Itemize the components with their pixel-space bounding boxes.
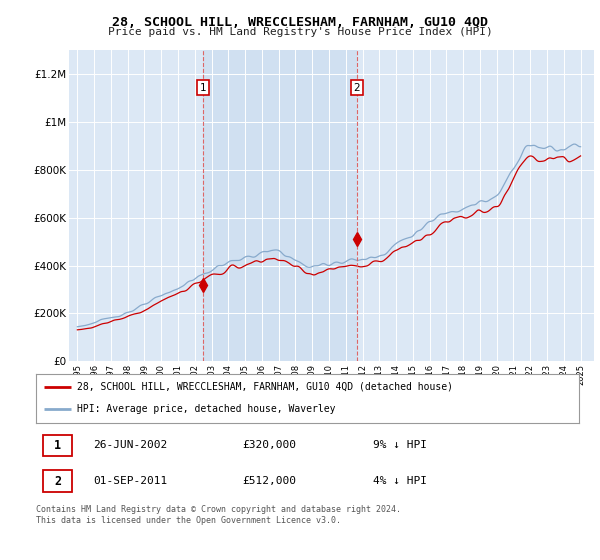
Text: £512,000: £512,000: [242, 476, 296, 486]
Text: 2: 2: [353, 83, 361, 93]
FancyBboxPatch shape: [43, 435, 73, 456]
Text: 1: 1: [54, 439, 61, 452]
Text: Contains HM Land Registry data © Crown copyright and database right 2024.
This d: Contains HM Land Registry data © Crown c…: [36, 505, 401, 525]
Text: 4% ↓ HPI: 4% ↓ HPI: [373, 476, 427, 486]
Text: 9% ↓ HPI: 9% ↓ HPI: [373, 440, 427, 450]
Text: 2: 2: [54, 475, 61, 488]
Text: 01-SEP-2011: 01-SEP-2011: [93, 476, 167, 486]
Text: 28, SCHOOL HILL, WRECCLESHAM, FARNHAM, GU10 4QD: 28, SCHOOL HILL, WRECCLESHAM, FARNHAM, G…: [112, 16, 488, 29]
Text: 28, SCHOOL HILL, WRECCLESHAM, FARNHAM, GU10 4QD (detached house): 28, SCHOOL HILL, WRECCLESHAM, FARNHAM, G…: [77, 382, 453, 392]
FancyBboxPatch shape: [43, 470, 73, 492]
Text: Price paid vs. HM Land Registry's House Price Index (HPI): Price paid vs. HM Land Registry's House …: [107, 27, 493, 38]
Text: 26-JUN-2002: 26-JUN-2002: [93, 440, 167, 450]
Text: HPI: Average price, detached house, Waverley: HPI: Average price, detached house, Wave…: [77, 404, 335, 414]
Text: £320,000: £320,000: [242, 440, 296, 450]
Text: 1: 1: [200, 83, 206, 93]
Bar: [203, 50, 357, 361]
